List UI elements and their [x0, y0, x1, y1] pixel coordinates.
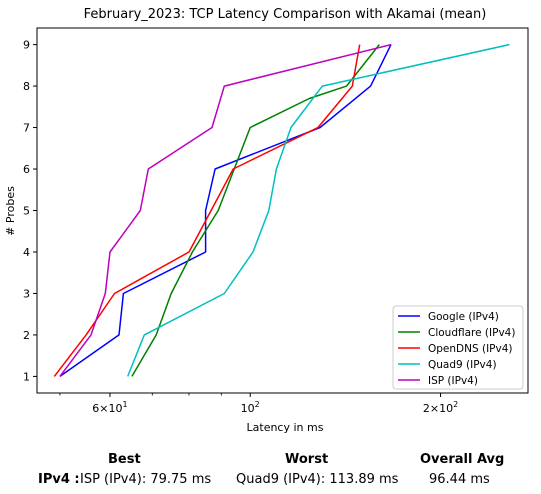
legend-label: ISP (IPv4) — [428, 375, 478, 387]
legend-label: Quad9 (IPv4) — [428, 359, 497, 371]
worst-header: Worst — [285, 452, 328, 467]
x-tick-label: 2×102 — [423, 400, 458, 415]
x-axis: 6×101 102 2×102 — [60, 393, 458, 415]
x-tick-label: 6×101 — [92, 400, 127, 415]
x-tick-label: 102 — [241, 400, 260, 415]
series-line — [60, 45, 391, 377]
y-tick-label: 6 — [23, 163, 30, 176]
legend-label: Google (IPv4) — [428, 311, 499, 323]
legend-label: OpenDNS (IPv4) — [428, 343, 513, 355]
y-tick-label: 2 — [23, 329, 30, 342]
overall-avg-header: Overall Avg — [420, 452, 504, 467]
series-line — [60, 45, 391, 377]
y-tick-label: 1 — [23, 370, 30, 383]
series-line — [54, 45, 359, 377]
y-tick-label: 5 — [23, 205, 30, 218]
y-axis: 1 2 3 4 5 6 7 8 9 — [23, 39, 37, 384]
worst-value: Quad9 (IPv4): 113.89 ms — [236, 472, 398, 487]
ipv4-row-label: IPv4 : — [38, 472, 80, 487]
chart-title: February_2023: TCP Latency Comparison wi… — [84, 7, 487, 22]
y-tick-label: 7 — [23, 122, 30, 135]
best-header: Best — [108, 452, 141, 467]
y-tick-label: 4 — [23, 246, 30, 259]
chart: February_2023: TCP Latency Comparison wi… — [0, 0, 541, 440]
legend-label: Cloudflare (IPv4) — [428, 327, 515, 339]
series-line — [132, 45, 379, 377]
y-tick-label: 9 — [23, 39, 30, 52]
y-tick-label: 8 — [23, 80, 30, 93]
y-tick-label: 3 — [23, 287, 30, 300]
overall-avg-value: 96.44 ms — [429, 472, 490, 487]
legend: Google (IPv4) Cloudflare (IPv4) OpenDNS (I… — [393, 306, 523, 389]
y-axis-label: # Probes — [4, 186, 17, 236]
best-value: ISP (IPv4): 79.75 ms — [80, 472, 211, 487]
x-axis-label: Latency in ms — [247, 421, 324, 434]
